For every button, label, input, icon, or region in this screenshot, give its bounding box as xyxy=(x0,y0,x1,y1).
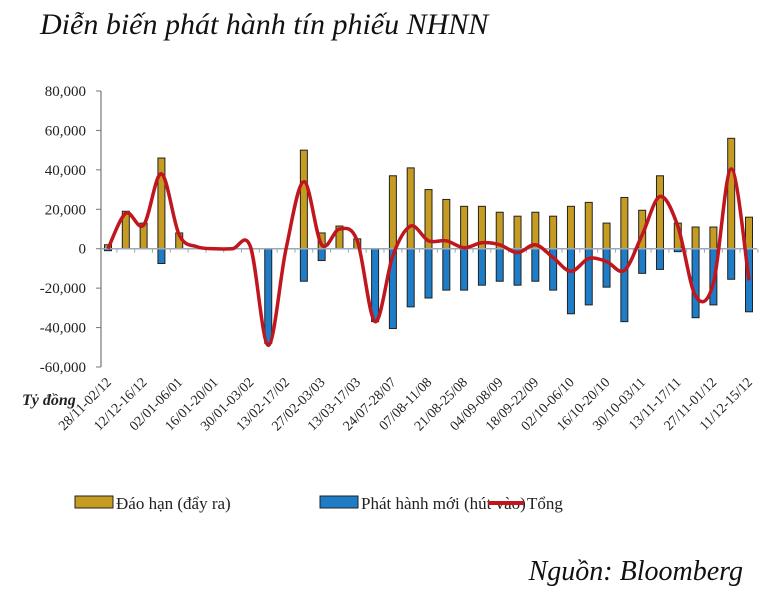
issuance-bar xyxy=(602,248,611,288)
maturity-bar xyxy=(602,222,611,250)
y-tick-label: -20,000 xyxy=(40,281,86,297)
source-note: Nguồn: Bloomberg xyxy=(528,556,743,587)
maturity-bar xyxy=(157,157,166,250)
maturity-bar xyxy=(727,137,736,250)
maturity-bar xyxy=(406,167,415,250)
maturity-bar xyxy=(460,205,469,250)
issuance-bar xyxy=(157,248,166,264)
issuance-bar xyxy=(620,248,629,323)
issuance-bar xyxy=(371,248,380,323)
issuance-bar xyxy=(495,248,504,282)
y-tick-label: 60,000 xyxy=(45,123,86,139)
maturity-bar xyxy=(745,216,753,250)
y-tick-label: 20,000 xyxy=(45,202,86,218)
y-tick-label: -60,000 xyxy=(40,360,86,376)
issuance-bar xyxy=(317,248,326,262)
issuance-bar xyxy=(264,248,273,344)
issuance-bar xyxy=(442,248,451,291)
maturity-bar xyxy=(549,215,558,250)
maturity-bar xyxy=(513,215,522,250)
issuance-bar xyxy=(477,248,486,286)
issuance-bar xyxy=(566,248,575,315)
issuance-bar xyxy=(460,248,469,291)
issuance-bar xyxy=(299,248,308,282)
maturity-bar xyxy=(620,196,629,250)
maturity-bar xyxy=(709,226,718,250)
issuance-bar xyxy=(638,248,647,274)
maturity-bar xyxy=(388,175,397,250)
chart-title: Diễn biến phát hành tín phiếu NHNN xyxy=(40,8,489,41)
issuance-bar xyxy=(406,248,415,308)
maturity-bar xyxy=(566,205,575,250)
y-tick-label: 0 xyxy=(79,242,87,258)
issuance-bar xyxy=(691,248,700,319)
maturity-bar xyxy=(584,201,593,250)
y-tick-label: 80,000 xyxy=(45,84,86,100)
maturity-bar xyxy=(299,149,308,250)
y-tick-label: 40,000 xyxy=(45,163,86,179)
legend-swatch-issuance xyxy=(319,495,359,509)
y-axis-unit-label: Tỷ đồng xyxy=(22,392,76,409)
legend-swatch-maturity xyxy=(74,495,114,509)
maturity-bar xyxy=(655,175,664,250)
issuance-bar xyxy=(531,248,540,282)
legend-label-issuance: Phát hành mới (hút vào) xyxy=(361,494,526,513)
maturity-bar xyxy=(691,226,700,250)
legend: Đáo hạn (đẩy ra) Phát hành mới (hút vào) T… xyxy=(74,494,563,513)
issuance-bar xyxy=(727,248,736,280)
issuance-bar xyxy=(424,248,433,299)
issuance-bar xyxy=(655,248,664,270)
legend-label-total: Tổng xyxy=(527,494,563,513)
legend-label-maturity: Đáo hạn (đẩy ra) xyxy=(116,494,231,513)
total-line xyxy=(106,167,751,348)
y-tick-label: -40,000 xyxy=(40,321,86,337)
